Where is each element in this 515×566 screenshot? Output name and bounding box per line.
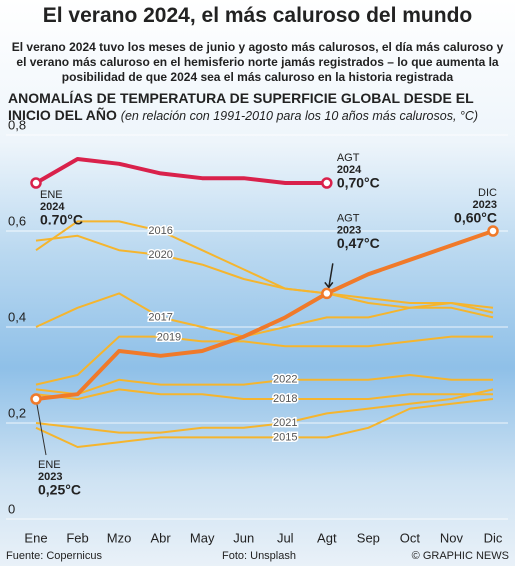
- point-label: ENE: [40, 189, 63, 201]
- series-label: 2018: [273, 393, 297, 405]
- value-label: 0.70°C: [40, 212, 83, 228]
- x-tick-label: Abr: [151, 530, 172, 545]
- point-marker: [487, 225, 499, 237]
- credit: © GRAPHIC NEWS: [412, 550, 509, 562]
- chart-subtitle: El verano 2024 tuvo los meses de junio y…: [11, 40, 504, 84]
- point-year: 2023: [38, 471, 62, 483]
- photo-credit: Foto: Unsplash: [222, 550, 296, 562]
- chart-title: El verano 2024, el más caluroso del mund…: [42, 4, 473, 27]
- point-label: DIC: [478, 187, 497, 199]
- note: (en relación con 1991-2010 para los 10 a…: [120, 109, 479, 123]
- series-line: [35, 229, 494, 401]
- series-label: 2020: [148, 249, 172, 261]
- point-marker: [321, 287, 333, 300]
- series-line: [35, 398, 494, 448]
- x-tick-label: Mzo: [107, 530, 132, 545]
- series-label: 2015: [273, 431, 297, 443]
- series-label: 2016: [148, 225, 172, 237]
- point-label: AGT: [337, 212, 360, 224]
- series-line: [35, 234, 494, 309]
- point-year: 2023: [473, 199, 497, 211]
- point-year: 2024: [40, 201, 65, 213]
- point-marker: [30, 393, 42, 405]
- series-line: [35, 335, 493, 386]
- y-tick-label: 0,2: [8, 405, 26, 420]
- series-line: [35, 292, 494, 338]
- x-tick-label: May: [190, 530, 215, 545]
- value-label: 0,25°C: [38, 482, 81, 498]
- series-label: 2019: [157, 331, 181, 343]
- series-label: 2017: [148, 311, 172, 323]
- series-line: [35, 388, 493, 400]
- value-label: 0,60°C: [454, 210, 497, 226]
- x-tick-label: Oct: [400, 530, 421, 545]
- x-tick-label: Dic: [484, 530, 503, 545]
- x-tick-label: Ene: [24, 530, 47, 545]
- point-label: AGT: [337, 152, 360, 164]
- series-line: [35, 374, 493, 396]
- x-tick-label: Feb: [66, 530, 88, 545]
- source: Fuente: Copernicus: [6, 550, 102, 562]
- y-tick-label: 0,4: [8, 309, 26, 324]
- x-tick-label: Nov: [440, 530, 464, 545]
- point-marker: [30, 177, 42, 189]
- series-label: 2021: [273, 417, 297, 429]
- chart-heading: ANOMALÍAS DE TEMPERATURA DE SUPERFICIE G…: [8, 90, 508, 125]
- point-label: ENE: [38, 459, 61, 471]
- point-year: 2023: [337, 224, 361, 236]
- x-tick-label: Jul: [277, 530, 294, 545]
- series-line: [35, 220, 494, 314]
- leader: [35, 398, 47, 456]
- x-tick-label: Jun: [233, 530, 254, 545]
- y-tick-label: 0,8: [8, 117, 26, 132]
- series-line: [34, 157, 327, 185]
- value-label: 0,47°C: [337, 235, 380, 251]
- series-line: [35, 388, 494, 434]
- y-tick-label: 0,6: [8, 213, 26, 228]
- series-label: 2022: [273, 374, 297, 386]
- y-tick-label: 0: [8, 501, 15, 516]
- x-tick-label: Agt: [317, 530, 337, 545]
- heading: ANOMALÍAS DE TEMPERATURA DE SUPERFICIE G…: [8, 90, 474, 123]
- value-label: 0,70°C: [337, 175, 380, 191]
- x-tick-label: Sep: [357, 530, 380, 545]
- arrow: [324, 263, 334, 289]
- point-marker: [321, 177, 333, 189]
- point-year: 2024: [337, 164, 362, 176]
